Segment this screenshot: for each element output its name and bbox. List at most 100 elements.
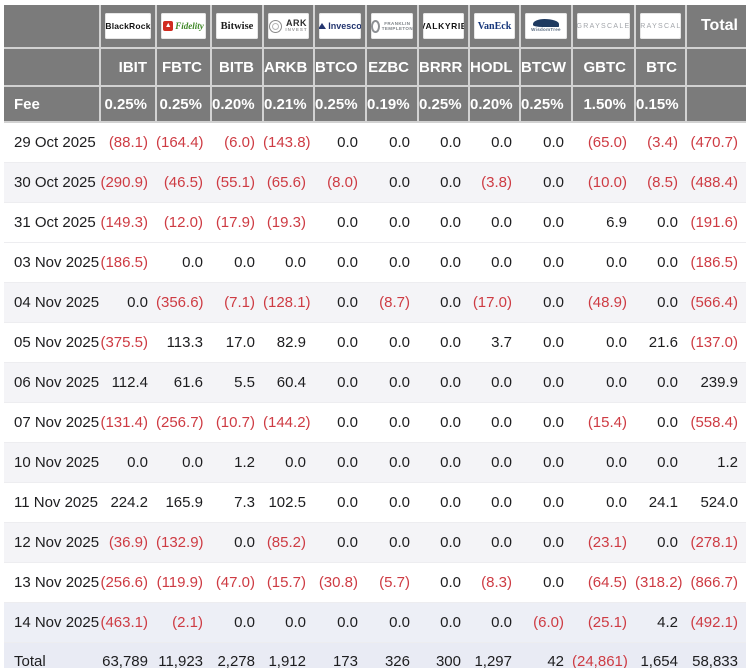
ticker-header-BTC: BTC	[635, 48, 687, 87]
flow-cell: 0.0	[520, 162, 572, 203]
date-cell: 13 Nov 2025	[4, 562, 100, 603]
issuer-logo-cell: FRANKLIN TEMPLETON	[366, 5, 419, 49]
issuer-logo-cell: WisdomTree	[520, 5, 573, 49]
ticker-total-blank	[686, 48, 746, 87]
flow-cell: 0.0	[156, 442, 211, 483]
etf-flow-table-container: BlackRock ▲ Fidelity Bitwise ARK INVEST Invesc…	[4, 5, 746, 668]
flow-cell: 0.0	[520, 202, 572, 243]
wisdomtree-logo: WisdomTree	[531, 19, 561, 33]
total-column-header: Total	[686, 5, 746, 49]
flow-cell: 0.0	[469, 202, 520, 243]
flow-cell: (46.5)	[156, 162, 211, 203]
wisdomtree-wordmark: WisdomTree	[531, 27, 561, 33]
flow-cell: 1.2	[211, 442, 263, 483]
flow-cell: (2.1)	[156, 602, 211, 643]
flow-cell: 0.0	[635, 242, 686, 283]
flow-cell: 0.0	[366, 482, 418, 523]
issuer-logo-cell: VanEck	[469, 5, 521, 49]
fee-cell-IBIT: 0.25%	[100, 86, 157, 123]
blackrock-wordmark: BlackRock	[105, 21, 151, 31]
flow-cell: (23.1)	[572, 522, 635, 563]
fee-cell-BTCO: 0.25%	[314, 86, 367, 123]
fee-header-row: Fee 0.25% 0.25% 0.20% 0.21% 0.25% 0.19% 0.25% 0.…	[4, 86, 746, 123]
flow-cell: 0.0	[366, 322, 418, 363]
table-row: 12 Nov 2025 (36.9) (132.9) 0.0 (85.2) 0.0 0.0 0…	[4, 522, 746, 563]
table-row: 05 Nov 2025 (375.5) 113.3 17.0 82.9 0.0 0.0 0.0…	[4, 322, 746, 363]
flow-cell: (7.1)	[211, 282, 263, 323]
ticker-header-GBTC: GBTC	[572, 48, 636, 87]
fee-cell-EZBC: 0.19%	[366, 86, 419, 123]
flow-cell: 0.0	[635, 442, 686, 483]
flow-cell: (8.7)	[366, 282, 418, 323]
flow-cell: 165.9	[156, 482, 211, 523]
flow-cell: (128.1)	[263, 282, 314, 323]
flow-cell: 0.0	[211, 522, 263, 563]
flow-cell: 0.0	[469, 482, 520, 523]
flow-cell: (5.7)	[366, 562, 418, 603]
flow-cell: 0.0	[366, 121, 418, 163]
flow-cell: 113.3	[156, 322, 211, 363]
flow-cell: (36.9)	[100, 522, 156, 563]
flow-cell: 0.0	[314, 322, 366, 363]
brand-logo-franklin: FRANKLIN TEMPLETON	[371, 13, 413, 39]
flow-cell: (119.9)	[156, 562, 211, 603]
flow-cell: 3.7	[469, 322, 520, 363]
flow-cell: (164.4)	[156, 121, 211, 163]
flow-cell: 6.9	[572, 202, 635, 243]
flow-cell: 0.0	[418, 162, 469, 203]
flow-cell: (256.6)	[100, 562, 156, 603]
date-cell: 30 Oct 2025	[4, 162, 100, 203]
date-cell: 05 Nov 2025	[4, 322, 100, 363]
flow-cell: (143.8)	[263, 121, 314, 163]
valkyrie-wordmark: VALKYRIE	[423, 21, 464, 31]
ticker-header-ARKB: ARKB	[263, 48, 315, 87]
flow-cell: (85.2)	[263, 522, 314, 563]
flow-cell: 0.0	[156, 242, 211, 283]
grayscale-wordmark: GRAYSCALE	[640, 22, 681, 30]
total-cell: 1,912	[263, 642, 314, 668]
ark-invest-subtext: INVEST	[285, 27, 308, 33]
issuer-logo-cell: VALKYRIE	[418, 5, 470, 49]
flow-cell: 0.0	[100, 282, 156, 323]
date-cell: 12 Nov 2025	[4, 522, 100, 563]
flow-cell: (10.7)	[211, 402, 263, 443]
flow-cell: 0.0	[314, 362, 366, 403]
flow-cell: 112.4	[100, 362, 156, 403]
fidelity-pyramid-icon: ▲	[163, 21, 174, 31]
table-row: 31 Oct 2025 (149.3) (12.0) (17.9) (19.3) 0.0 0…	[4, 202, 746, 243]
table-row: 03 Nov 2025 (186.5) 0.0 0.0 0.0 0.0 0.0 0.0 0.0 0…	[4, 242, 746, 283]
date-cell: 06 Nov 2025	[4, 362, 100, 403]
flow-cell: 0.0	[520, 362, 572, 403]
flow-cell: (866.7)	[686, 562, 746, 603]
date-cell: 07 Nov 2025	[4, 402, 100, 443]
flow-cell: (566.4)	[686, 282, 746, 323]
total-cell: (24,861)	[572, 642, 635, 668]
flow-cell: 0.0	[520, 121, 572, 163]
ticker-header-BTCW: BTCW	[520, 48, 573, 87]
flow-cell: 0.0	[469, 442, 520, 483]
flow-cell: 0.0	[314, 202, 366, 243]
flow-cell: 0.0	[572, 322, 635, 363]
flow-cell: 0.0	[366, 442, 418, 483]
ticker-header-IBIT: IBIT	[100, 48, 157, 87]
flow-cell: (12.0)	[156, 202, 211, 243]
flow-cell: 0.0	[211, 242, 263, 283]
table-row: 13 Nov 2025 (256.6) (119.9) (47.0) (15.7) (30…	[4, 562, 746, 603]
brand-logo-ark: ARK INVEST	[268, 13, 309, 39]
flow-cell: 24.1	[635, 482, 686, 523]
flow-cell: 0.0	[314, 402, 366, 443]
issuer-logo-cell: Bitwise	[211, 5, 264, 49]
flow-cell: (144.2)	[263, 402, 314, 443]
flow-cell: 0.0	[635, 202, 686, 243]
flow-cell: (25.1)	[572, 602, 635, 643]
flow-cell: (17.0)	[469, 282, 520, 323]
flow-cell: 524.0	[686, 482, 746, 523]
flow-cell: 0.0	[314, 602, 366, 643]
flow-cell: 0.0	[520, 482, 572, 523]
flow-cell: 60.4	[263, 362, 314, 403]
total-column-label: Total	[700, 17, 738, 34]
ticker-header-BTCO: BTCO	[314, 48, 367, 87]
flow-cell: (64.5)	[572, 562, 635, 603]
flow-cell: 0.0	[469, 602, 520, 643]
brand-logo-blackrock: BlackRock	[105, 13, 151, 39]
